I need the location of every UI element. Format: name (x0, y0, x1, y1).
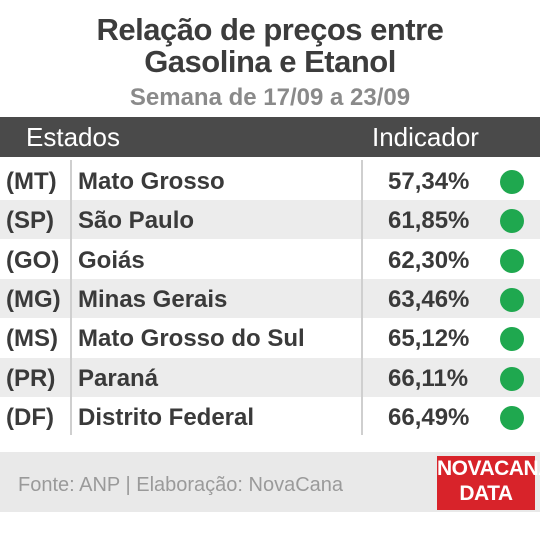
separator (70, 160, 72, 435)
cell: (MT) (6, 168, 57, 195)
cell: 63,46% (388, 285, 470, 313)
table-row: (MS) Mato Grosso do Sul 65,12% (0, 318, 540, 358)
table-row: (GO) Goiás 62,30% (0, 239, 540, 279)
cell: Distrito Federal (78, 403, 255, 431)
title-line: Relação de preços entre (96, 12, 444, 47)
cell: Minas Gerais (78, 285, 228, 313)
cell: 66,11% (388, 364, 469, 392)
status-dot (500, 287, 524, 312)
cell: (DF) (6, 403, 54, 431)
cell: 62,30% (388, 246, 470, 274)
cell: (GO) (6, 246, 60, 274)
cell: Mato Grosso do Sul (78, 325, 305, 353)
cell: (MG) (6, 285, 61, 313)
logo: NOVACANA DATA (437, 456, 540, 510)
cell: 66,49% (388, 403, 470, 431)
status-dot (500, 248, 524, 273)
cell: Goiás (78, 246, 145, 274)
table-header: Estados Indicador (0, 117, 540, 157)
status-dot (500, 366, 524, 391)
cell: (MS) (6, 325, 58, 353)
cell: 65,12% (388, 325, 470, 353)
column-header: Indicador (372, 122, 479, 152)
status-dot (500, 209, 524, 234)
cell: São Paulo (78, 207, 195, 235)
cell: (SP) (6, 207, 54, 235)
table-row: (PR) Paraná 66,11% (0, 357, 540, 397)
source: Fonte: ANP | Elaboração: NovaCana (18, 474, 344, 496)
cell: (PR) (6, 364, 56, 392)
separator (361, 160, 363, 435)
title-line: Gasolina e Etanol (144, 44, 396, 79)
table-row: (SP) São Paulo 61,85% (0, 200, 540, 240)
table-row: (DF) Distrito Federal 66,49% (0, 396, 540, 436)
table-row: (MG) Minas Gerais 63,46% (0, 278, 540, 318)
status-dot (500, 327, 524, 352)
logo-text: DATA (459, 482, 513, 505)
status-dot (500, 405, 524, 430)
cell: Paraná (78, 364, 159, 392)
subtitle: Semana de 17/09 a 23/09 (129, 84, 411, 111)
cell: 57,34% (388, 168, 470, 195)
column-header: Estados (26, 122, 120, 152)
footer: Fonte: ANP | Elaboração: NovaCana NOVACA… (0, 452, 540, 512)
cell: 61,85% (388, 207, 470, 235)
status-dot (500, 170, 524, 194)
cell: Mato Grosso (78, 168, 225, 195)
logo-text: NOVACANA (437, 457, 540, 480)
table-row: (MT) Mato Grosso 57,34% (0, 161, 540, 200)
